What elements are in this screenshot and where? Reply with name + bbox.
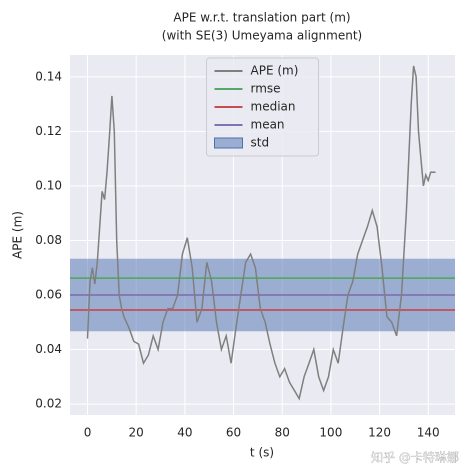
legend-label: APE (m) <box>251 64 299 78</box>
x-tick-label: 60 <box>226 426 241 440</box>
x-tick-label: 0 <box>84 426 92 440</box>
x-tick-label: 100 <box>319 426 342 440</box>
y-tick-label: 0.08 <box>35 233 62 247</box>
legend-label: std <box>251 136 270 150</box>
legend-box <box>206 57 319 157</box>
chart-subtitle: (with SE(3) Umeyama alignment) <box>162 29 362 43</box>
x-tick-label: 40 <box>177 426 192 440</box>
legend-label: rmse <box>251 82 281 96</box>
x-axis-label: t (s) <box>250 446 274 460</box>
legend-label: mean <box>251 118 285 132</box>
y-tick-label: 0.04 <box>35 342 62 356</box>
watermark: 知乎 @卡特琳娜 <box>371 450 459 465</box>
y-tick-label: 0.12 <box>35 124 62 138</box>
y-axis-label: APE (m) <box>11 211 25 259</box>
data-line <box>86 65 436 401</box>
y-tick-label: 0.06 <box>35 288 62 302</box>
x-tick-label: 140 <box>417 426 440 440</box>
y-tick-label: 0.14 <box>35 69 62 83</box>
legend-label: median <box>251 100 296 114</box>
x-tick-label: 80 <box>275 426 290 440</box>
chart-title: APE w.r.t. translation part (m) <box>173 11 350 25</box>
y-tick-label: 0.10 <box>35 178 62 192</box>
x-tick-label: 20 <box>129 426 144 440</box>
x-tick-label: 120 <box>368 426 391 440</box>
legend-swatch <box>214 137 243 149</box>
y-tick-label: 0.02 <box>35 397 62 411</box>
